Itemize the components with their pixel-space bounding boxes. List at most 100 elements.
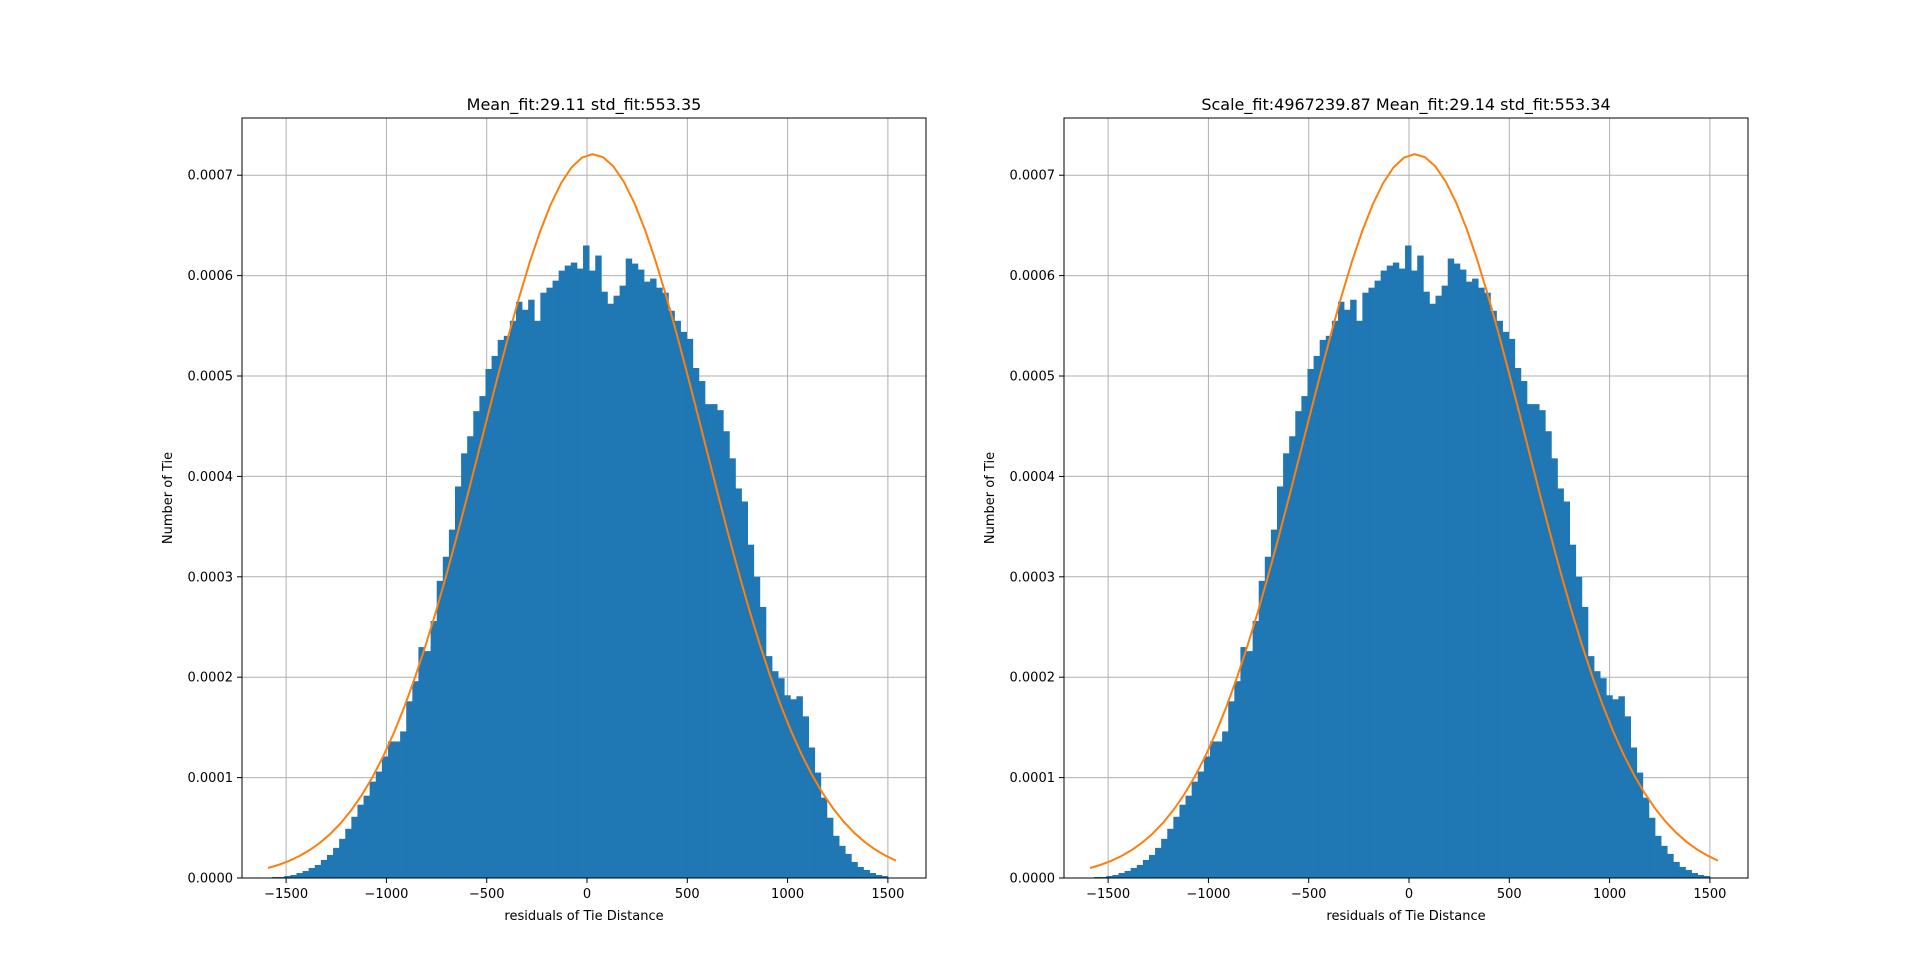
histogram-bar — [375, 771, 383, 878]
y-tick-label: 0.0007 — [1010, 169, 1056, 184]
histogram-bar — [607, 303, 614, 879]
histogram-bar — [461, 453, 468, 878]
histogram-bar — [723, 431, 730, 878]
histogram-bar — [1337, 301, 1345, 879]
histogram-bar — [668, 310, 675, 878]
y-tick-label: 0.0004 — [188, 470, 234, 485]
histogram-bar — [759, 606, 767, 878]
y-tick-label: 0.0002 — [1010, 671, 1056, 686]
histogram-bar — [1155, 847, 1162, 878]
histogram-bar — [1423, 291, 1430, 878]
histogram-bar — [1703, 875, 1711, 878]
histogram-bar — [314, 864, 322, 878]
histogram-bar — [1502, 331, 1510, 879]
histogram-bar — [1301, 396, 1308, 878]
histogram-bar — [863, 869, 870, 878]
histogram-bar — [1453, 263, 1461, 878]
histogram-bar — [400, 731, 407, 878]
histogram-bar — [1118, 872, 1125, 878]
histogram-bar — [345, 828, 352, 878]
fit-curve-line — [267, 153, 897, 869]
histogram-bar — [1228, 701, 1235, 878]
histogram-bar — [430, 620, 438, 878]
histogram-bar — [1679, 866, 1686, 878]
histogram-bar — [662, 292, 669, 878]
x-tick-label: 1500 — [1693, 887, 1726, 902]
histogram-bar — [576, 268, 584, 879]
histogram-bar — [1691, 872, 1699, 878]
x-tick-label: −500 — [1291, 887, 1327, 902]
histogram-bar — [333, 847, 340, 878]
histogram-bar — [528, 299, 535, 879]
histogram-bar — [1618, 696, 1625, 878]
x-tick-label: 0 — [1405, 887, 1413, 902]
histogram-bar — [875, 874, 883, 878]
histogram-bar — [1313, 355, 1321, 878]
chart-panel-1: −1500 −1000 −500 0 500 1000 1500 0.0000 0.0001 0.… — [161, 95, 927, 924]
histogram-bar — [637, 269, 645, 879]
histogram-bar — [1435, 295, 1442, 878]
histogram-bar — [467, 436, 474, 878]
histogram-bar — [650, 278, 657, 878]
histogram-bar — [1344, 309, 1351, 878]
histogram-bar — [1295, 411, 1302, 878]
histogram-bar — [1472, 278, 1479, 878]
histogram-bar — [589, 270, 596, 879]
x-tick-label: 0 — [583, 887, 591, 902]
histogram-bar — [1325, 335, 1333, 878]
y-tick-label: 0.0005 — [1010, 370, 1056, 385]
histogram-bar — [619, 285, 627, 878]
histogram-bar — [1563, 501, 1571, 878]
histogram-bar — [387, 741, 395, 878]
histogram-bar — [1520, 381, 1528, 878]
histogram-bar — [552, 280, 559, 878]
histogram-bar — [320, 859, 328, 878]
histogram-bar — [1581, 606, 1589, 878]
histogram-bar — [765, 656, 773, 878]
histogram-bar — [1490, 310, 1497, 878]
histogram-bar — [741, 501, 749, 878]
histogram-bar — [1270, 529, 1278, 878]
histogram-bar — [1173, 816, 1180, 878]
histogram-bar — [540, 292, 547, 878]
histogram-bar — [479, 396, 486, 878]
histogram-bar — [1697, 874, 1705, 878]
histogram-bar — [625, 258, 633, 878]
histogram-bar — [1642, 797, 1650, 878]
histogram-bar — [436, 580, 444, 878]
histogram-bar — [1441, 285, 1449, 878]
histogram-bar — [735, 488, 742, 878]
histogram-bar — [1356, 320, 1363, 878]
histogram-bar — [1392, 262, 1400, 878]
histogram-bar — [1398, 268, 1406, 879]
histogram-bar — [1526, 404, 1534, 878]
histogram-bar — [509, 320, 517, 878]
histogram-bar — [1661, 845, 1668, 878]
histogram-bar — [1246, 651, 1253, 878]
y-axis-label: Number of Tie — [983, 452, 998, 544]
histogram-bar — [1264, 556, 1272, 878]
y-tick-label: 0.0003 — [188, 570, 234, 585]
histogram-bar — [851, 861, 858, 878]
histogram-bar — [1277, 486, 1284, 878]
histogram-bar — [1161, 838, 1168, 878]
histogram-bar — [1331, 320, 1339, 878]
histogram-bar — [1667, 853, 1674, 878]
histogram-bar — [1216, 741, 1223, 878]
histogram-bar — [656, 287, 663, 878]
histogram-bar — [497, 339, 505, 878]
histogram-bar — [534, 320, 541, 878]
histogram-bar — [833, 835, 840, 878]
histogram-bar — [308, 867, 316, 878]
histogram-bar — [485, 368, 492, 878]
histogram-bar — [442, 556, 450, 878]
histogram-bar — [1167, 828, 1174, 878]
histogram-bar — [1386, 265, 1394, 879]
histogram-bar — [717, 410, 724, 878]
histogram-bar — [1209, 741, 1217, 878]
histogram-bar — [491, 355, 499, 878]
chart-panel-2: −1500 −1000 −500 0 500 1000 1500 0.0000 0.0001 0.… — [983, 95, 1749, 924]
histogram-bar — [869, 872, 877, 878]
histogram-bar — [522, 309, 529, 878]
histogram-bar — [1405, 245, 1412, 878]
